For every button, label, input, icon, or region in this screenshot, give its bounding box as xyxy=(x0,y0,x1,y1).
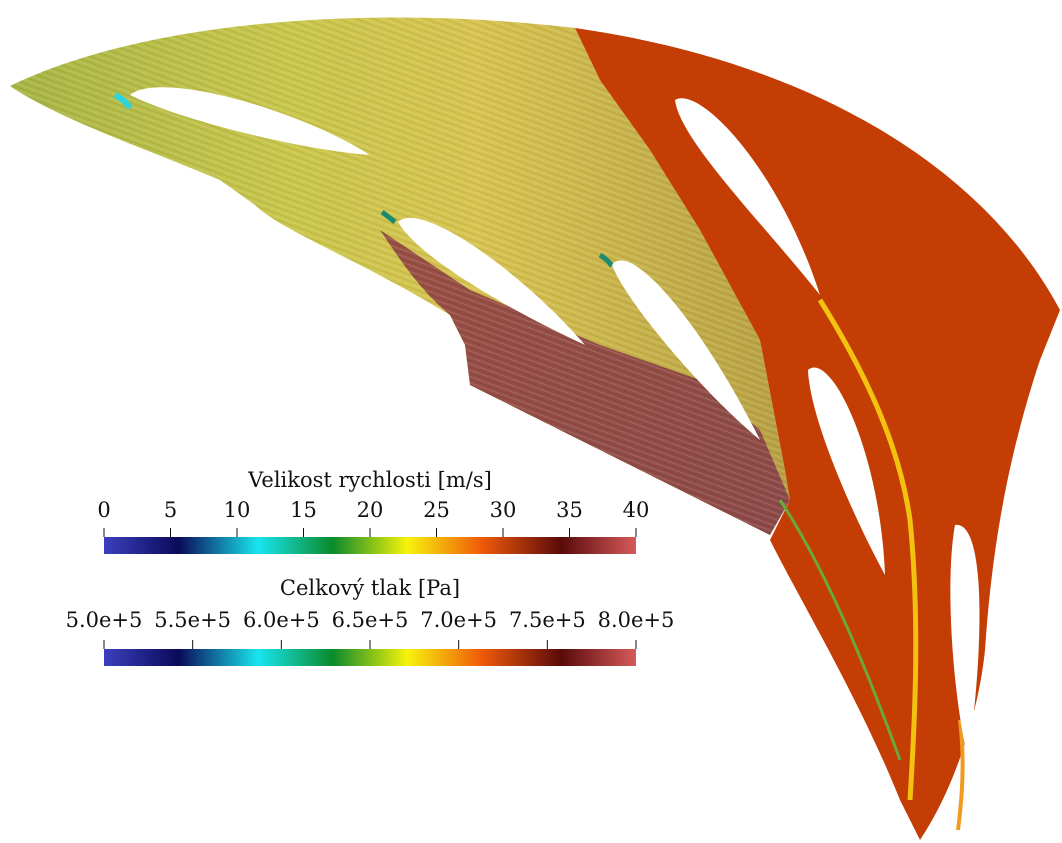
velocity-tick-label: 25 xyxy=(423,498,450,522)
blade-6 xyxy=(950,524,980,760)
pressure-colorbar: Celkový tlak [Pa] 5.0e+5 5.5e+5 6.0e+5 6.5e… xyxy=(66,576,675,666)
pressure-field-region xyxy=(575,28,1060,840)
velocity-tick-label: 10 xyxy=(224,498,251,522)
blade-4 xyxy=(675,98,820,296)
stagnation-point-2 xyxy=(380,210,397,224)
velocity-tick-label: 35 xyxy=(556,498,583,522)
blade-1 xyxy=(130,87,370,155)
pressure-colorbar-gradient xyxy=(104,649,636,666)
velocity-streaks xyxy=(10,17,790,536)
pressure-tick-label: 7.0e+5 xyxy=(420,608,497,632)
pressure-tick-label: 7.5e+5 xyxy=(509,608,586,632)
pressure-tick-label: 5.0e+5 xyxy=(66,608,143,632)
wake-line-green xyxy=(778,499,902,761)
velocity-tick-label: 40 xyxy=(623,498,650,522)
blade-2 xyxy=(398,217,585,345)
stagnation-point-1 xyxy=(113,92,133,110)
velocity-colorbar-ticks: 0 5 10 15 20 25 30 35 40 xyxy=(97,498,649,537)
velocity-colorbar-title: Velikost rychlosti [m/s] xyxy=(247,468,492,492)
velocity-tick-label: 20 xyxy=(357,498,384,522)
velocity-colorbar-gradient xyxy=(104,537,636,554)
blade-profiles xyxy=(130,87,980,760)
wake-line-yellow xyxy=(817,298,919,801)
stagnation-point-3 xyxy=(598,252,615,268)
wake-line-orange xyxy=(956,719,965,831)
pressure-domain xyxy=(575,28,1060,840)
blade-5 xyxy=(808,367,885,575)
pressure-tick-label: 8.0e+5 xyxy=(598,608,675,632)
velocity-tick-label: 0 xyxy=(97,498,110,522)
velocity-tick-label: 30 xyxy=(490,498,517,522)
pressure-tick-label: 6.5e+5 xyxy=(332,608,409,632)
velocity-tick-label: 5 xyxy=(164,498,177,522)
pressure-tick-label: 6.0e+5 xyxy=(243,608,320,632)
blade-3 xyxy=(612,260,760,440)
velocity-colorbar: Velikost rychlosti [m/s] 0 5 10 15 20 25 30 35 4… xyxy=(97,468,649,554)
pressure-tick-label: 5.5e+5 xyxy=(154,608,231,632)
pressure-colorbar-title: Celkový tlak [Pa] xyxy=(280,576,460,600)
pressure-colorbar-ticks: 5.0e+5 5.5e+5 6.0e+5 6.5e+5 7.0e+5 7.5e+5 8.0e… xyxy=(66,608,675,649)
velocity-field-region xyxy=(10,17,790,536)
velocity-tick-label: 15 xyxy=(290,498,317,522)
